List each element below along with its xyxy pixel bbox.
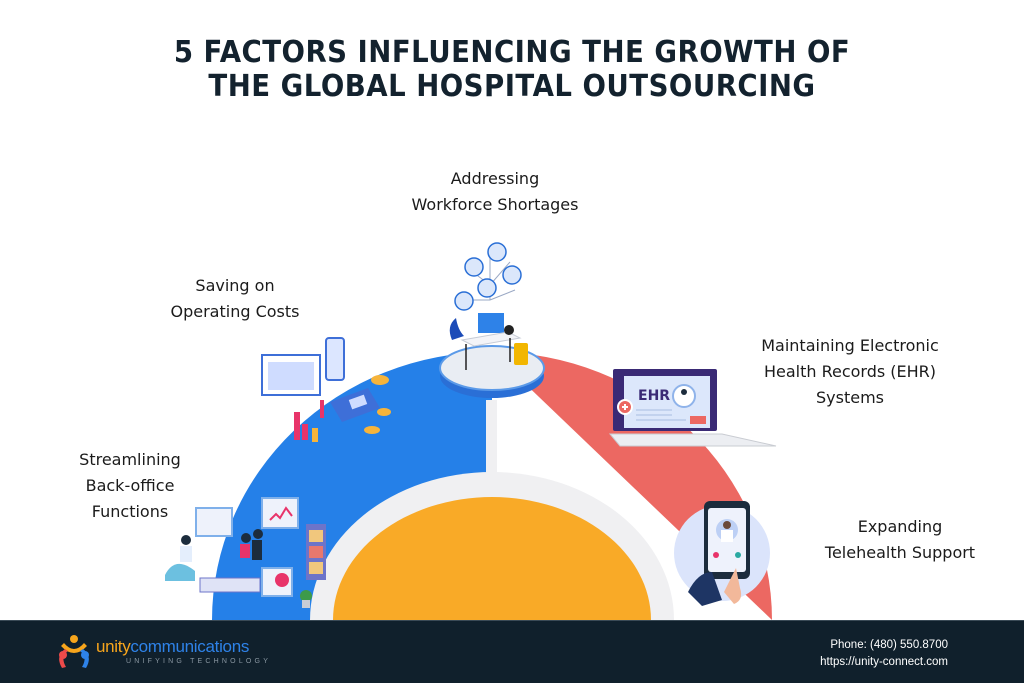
telehealth-phone-icon	[674, 501, 770, 606]
brand-part-communications: communications	[130, 637, 250, 656]
factor-line: Streamlining	[79, 450, 181, 469]
factor-label-telehealth: Expanding Telehealth Support	[800, 514, 1000, 566]
ehr-screen-text: EHR	[638, 388, 670, 404]
factor-line: Systems	[816, 388, 884, 407]
website-link[interactable]: https://unity-connect.com	[820, 656, 948, 668]
brand-logo[interactable]: unitycommunications UNIFYING TECHNOLOGY	[56, 633, 268, 669]
factor-label-ehr: Maintaining Electronic Health Records (E…	[740, 333, 960, 411]
segment-divider	[486, 400, 497, 480]
footer-bar: unitycommunications UNIFYING TECHNOLOGY …	[0, 620, 1024, 683]
factor-line: Health Records (EHR)	[763, 362, 937, 381]
factor-line: Workforce Shortages	[411, 195, 579, 214]
factor-line: Back-office	[85, 476, 175, 495]
title-line-1: 5 FACTORS INFLUENCING THE GROWTH OF	[173, 35, 851, 70]
factor-line: Operating Costs	[170, 302, 300, 321]
brand-part-unity: unity	[96, 637, 131, 656]
phone-number: Phone: (480) 550.8700	[830, 639, 948, 651]
remote-staff-network-icon	[439, 242, 545, 398]
factor-line: Addressing	[450, 169, 540, 188]
ehr-laptop-icon: EHR	[608, 369, 777, 447]
brand-tagline: UNIFYING TECHNOLOGY	[126, 658, 272, 665]
factor-label-workforce: Addressing Workforce Shortages	[380, 166, 610, 218]
brand-wordmark: unitycommunications	[96, 637, 249, 657]
unity-people-logo-icon	[59, 635, 89, 668]
factor-line: Telehealth Support	[824, 543, 976, 562]
factors-semicircle-graphic: EHR	[165, 242, 777, 620]
page-title: 5 FACTORS INFLUENCING THE GROWTH OF THE …	[41, 36, 983, 104]
factor-label-costs: Saving on Operating Costs	[140, 273, 330, 325]
factor-line: Maintaining Electronic	[761, 336, 939, 355]
office-team-dashboard-icon	[165, 497, 326, 608]
orange-core	[333, 497, 651, 620]
title-line-2: THE GLOBAL HOSPITAL OUTSOURCING	[208, 69, 816, 104]
factor-line: Expanding	[857, 517, 943, 536]
calculator-finance-icon	[261, 337, 391, 442]
factor-line: Functions	[91, 502, 169, 521]
factor-line: Saving on	[195, 276, 275, 295]
factor-label-backoffice: Streamlining Back-office Functions	[60, 447, 200, 525]
contact-info: Phone: (480) 550.8700 https://unity-conn…	[820, 637, 948, 671]
